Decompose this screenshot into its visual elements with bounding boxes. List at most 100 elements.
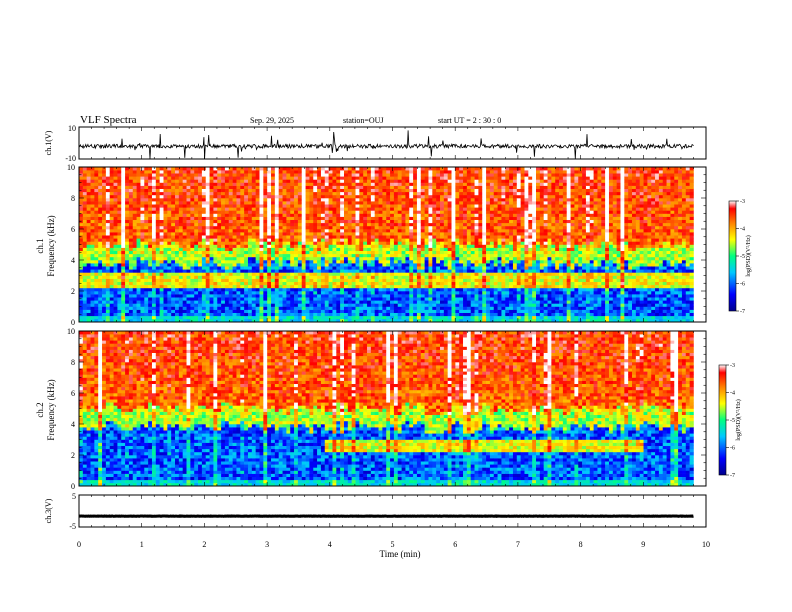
spectrogram-cell bbox=[436, 173, 441, 177]
spectrogram-cell bbox=[370, 312, 376, 317]
spectrogram-cell bbox=[409, 167, 414, 171]
spectrogram-cell bbox=[332, 229, 337, 233]
spectrogram-cell bbox=[224, 260, 230, 264]
spectrogram-cell bbox=[263, 294, 268, 298]
spectrogram-cell bbox=[224, 291, 230, 295]
spectrogram-cell bbox=[432, 256, 437, 261]
spectrogram-cell bbox=[420, 318, 425, 323]
spectrogram-cell bbox=[378, 170, 383, 174]
spectrogram-cell bbox=[98, 232, 103, 236]
spectrogram-cell bbox=[290, 185, 295, 189]
spectrogram-cell bbox=[255, 315, 260, 320]
spectrogram-cell bbox=[343, 260, 349, 264]
spectrogram-cell bbox=[128, 253, 134, 258]
spectrogram-cell bbox=[140, 312, 145, 317]
spectrogram-cell bbox=[428, 176, 433, 180]
spectrogram-cell bbox=[182, 247, 187, 251]
spectrogram-cell bbox=[309, 260, 314, 264]
spectrogram-cell bbox=[447, 278, 452, 282]
spectrogram-cell bbox=[259, 219, 264, 224]
spectrogram-cell bbox=[317, 188, 322, 193]
spectrogram-cell bbox=[82, 173, 87, 177]
spectrogram-cell bbox=[340, 170, 345, 174]
spectrogram-cell bbox=[274, 269, 279, 273]
spectrogram-cell bbox=[148, 179, 153, 183]
spectrogram-cell bbox=[351, 235, 356, 239]
spectrogram-cell bbox=[113, 263, 118, 267]
spectrogram-cell bbox=[436, 250, 441, 255]
spectrogram-cell bbox=[148, 269, 153, 273]
spectrogram-cell bbox=[244, 219, 249, 224]
spectrogram-cell bbox=[290, 222, 295, 227]
spectrogram-cell bbox=[271, 167, 276, 171]
spectrogram-cell bbox=[182, 213, 187, 217]
spectrogram-cell bbox=[359, 194, 364, 199]
spectrogram-cell bbox=[205, 179, 210, 183]
spectrogram-cell bbox=[313, 300, 318, 304]
spectrogram-cell bbox=[294, 225, 299, 230]
spectrogram-cell bbox=[82, 229, 87, 233]
spectrogram-cell bbox=[213, 167, 218, 171]
spectrogram-cell bbox=[263, 235, 268, 239]
spectrogram-cell bbox=[336, 312, 341, 317]
spectrogram-cell bbox=[247, 213, 253, 217]
spectrogram-cell bbox=[305, 179, 310, 183]
spectrogram-cell bbox=[251, 244, 256, 248]
spectrogram-cell bbox=[397, 179, 402, 183]
spectrogram-cell bbox=[151, 216, 157, 220]
spectrogram-cell bbox=[251, 185, 256, 189]
spectrogram-cell bbox=[247, 188, 253, 193]
spectrogram-cell bbox=[282, 312, 287, 317]
spectrogram-cell bbox=[416, 167, 422, 171]
spectrogram-cell bbox=[297, 219, 303, 224]
spectrogram-cell bbox=[263, 210, 268, 214]
spectrogram-cell bbox=[232, 176, 237, 180]
spectrogram-cell bbox=[125, 281, 130, 286]
spectrogram-cell bbox=[397, 191, 402, 196]
spectrogram-cell bbox=[424, 191, 429, 196]
spectrogram-cell bbox=[121, 318, 126, 323]
spectrogram-cell bbox=[221, 256, 226, 261]
spectrogram-cell bbox=[140, 225, 145, 230]
spectrogram-cell bbox=[382, 275, 387, 279]
spectrogram-cell bbox=[267, 281, 272, 286]
spectrogram-cell bbox=[390, 179, 395, 183]
spectrogram-cell bbox=[132, 306, 137, 310]
spectrogram-cell bbox=[347, 244, 352, 248]
spectrogram-cell bbox=[121, 269, 126, 273]
spectrogram-cell bbox=[213, 198, 218, 202]
spectrogram-cell bbox=[274, 241, 279, 245]
spectrogram-cell bbox=[244, 306, 249, 310]
spectrogram-cell bbox=[213, 272, 218, 276]
spectrogram-cell bbox=[94, 278, 99, 282]
spectrogram-cell bbox=[290, 198, 295, 202]
spectrogram-cell bbox=[151, 275, 157, 279]
spectrogram-cell bbox=[340, 194, 345, 199]
spectrogram-cell bbox=[432, 318, 437, 323]
spectrogram-cell bbox=[109, 287, 114, 292]
spectrogram-cell bbox=[155, 185, 160, 189]
spectrogram-cell bbox=[247, 275, 253, 279]
spectrogram-cell bbox=[274, 256, 279, 261]
spectrogram-cell bbox=[367, 188, 372, 193]
spectrogram-cell bbox=[167, 266, 172, 270]
spectrogram-cell bbox=[294, 235, 299, 239]
spectrogram-cell bbox=[397, 278, 402, 282]
spectrogram-cell bbox=[343, 297, 349, 301]
spectrogram-cell bbox=[136, 232, 141, 236]
spectrogram-cell bbox=[401, 207, 406, 211]
spectrogram-cell bbox=[247, 281, 253, 286]
spectrogram-cell bbox=[240, 297, 245, 301]
spectrogram-cell bbox=[420, 185, 425, 189]
spectrogram-cell bbox=[328, 204, 333, 208]
spectrogram-cell bbox=[428, 244, 433, 248]
spectrogram-cell bbox=[451, 263, 456, 267]
spectrogram-cell bbox=[186, 250, 191, 255]
spectrogram-cell bbox=[320, 213, 326, 217]
spectrogram-cell bbox=[90, 250, 95, 255]
spectrogram-cell bbox=[290, 204, 295, 208]
spectrogram-cell bbox=[102, 170, 107, 174]
spectrogram-cell bbox=[382, 182, 387, 186]
spectrogram-cell bbox=[175, 291, 180, 295]
spectrogram-cell bbox=[324, 263, 329, 267]
